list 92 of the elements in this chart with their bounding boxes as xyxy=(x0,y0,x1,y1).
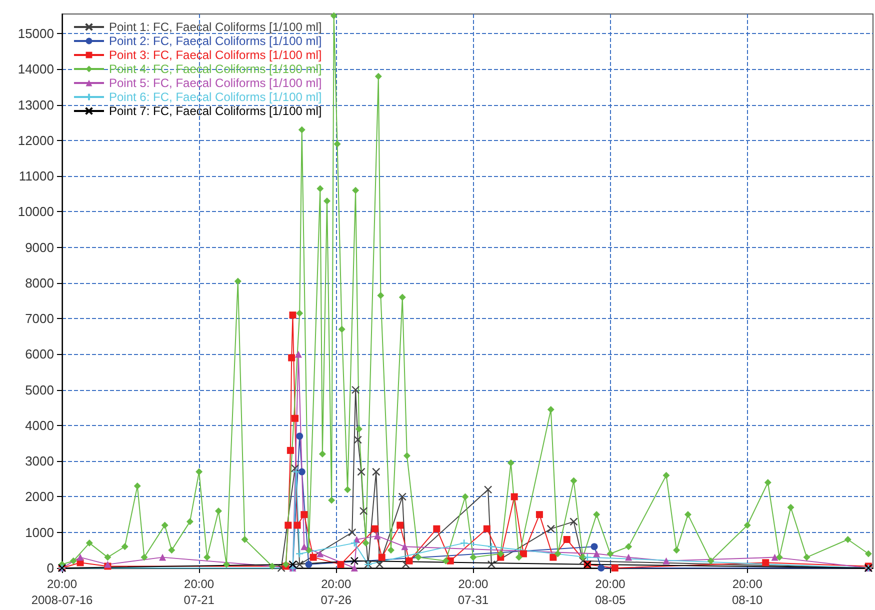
point xyxy=(295,550,304,558)
point xyxy=(406,557,413,564)
point xyxy=(292,468,300,476)
point xyxy=(292,414,299,422)
x-tick-label: 20:00 2008-07-16 xyxy=(31,577,94,607)
point xyxy=(550,554,557,561)
point xyxy=(536,511,543,518)
point xyxy=(483,525,490,532)
point xyxy=(378,554,386,561)
point xyxy=(351,386,360,394)
point xyxy=(520,550,527,558)
point xyxy=(76,554,84,561)
point xyxy=(396,522,404,529)
point xyxy=(487,560,496,569)
point xyxy=(484,486,492,494)
point xyxy=(350,538,359,548)
y-tick-label: 7000 xyxy=(25,311,54,326)
point xyxy=(359,506,368,516)
x-tick-label: 20:00 07-21 xyxy=(184,577,215,607)
legend-label: Point 1: FC, Faecal Coliforms [1/100 ml] xyxy=(109,20,322,34)
point xyxy=(159,554,166,561)
y-tick-label: 6000 xyxy=(25,346,54,362)
point xyxy=(510,493,518,500)
y-tick-label: 0 xyxy=(46,560,54,576)
point xyxy=(583,553,592,562)
y-tick-label: 2000 xyxy=(25,489,54,504)
y-tick-label: 5000 xyxy=(25,382,54,398)
point xyxy=(762,559,770,566)
point xyxy=(305,560,312,568)
point xyxy=(563,536,570,543)
point xyxy=(310,554,317,561)
point xyxy=(375,560,384,569)
point xyxy=(348,528,356,536)
point xyxy=(354,436,362,444)
point xyxy=(598,564,605,572)
legend-label: Point 3: FC, Faecal Coliforms [1/100 ml] xyxy=(109,48,322,62)
x-tick-label: 20:00 08-10 xyxy=(732,577,764,607)
point xyxy=(372,468,380,476)
legend-label: Point 6: FC, Faecal Coliforms [1/100 ml] xyxy=(109,90,322,104)
point xyxy=(290,464,300,472)
point xyxy=(578,556,587,565)
point xyxy=(337,560,344,568)
y-tick-label: 10000 xyxy=(18,204,54,220)
y-tick-label: 13000 xyxy=(18,97,54,112)
point xyxy=(300,543,308,550)
point xyxy=(294,350,302,358)
point xyxy=(288,560,297,569)
point xyxy=(398,492,406,501)
point xyxy=(487,542,496,551)
point xyxy=(295,560,304,569)
point xyxy=(460,538,468,548)
legend-label: Point 5: FC, Faecal Coliforms [1/100 ml] xyxy=(109,76,322,90)
x-tick-label: 20:00 08-05 xyxy=(594,577,626,607)
y-tick-label: 9000 xyxy=(25,240,54,255)
point xyxy=(662,557,670,564)
point xyxy=(289,312,296,319)
point xyxy=(401,543,408,550)
point xyxy=(771,554,778,561)
x-tick-label: 20:00 07-26 xyxy=(320,577,352,607)
point xyxy=(590,543,598,550)
point xyxy=(433,525,440,532)
point xyxy=(277,564,286,572)
point xyxy=(593,550,600,558)
x-tick-label: 20:00 07-31 xyxy=(458,577,489,607)
point xyxy=(288,354,296,362)
y-tick-label: 11000 xyxy=(18,168,54,184)
point xyxy=(371,525,378,532)
point xyxy=(546,524,555,533)
point xyxy=(625,554,632,561)
point xyxy=(300,511,308,518)
point xyxy=(402,560,410,569)
legend-label: Point 7: FC, Faecal Coliforms [1/100 ml] xyxy=(109,104,322,118)
y-tick-label: 4000 xyxy=(25,418,54,433)
point xyxy=(350,564,358,572)
point xyxy=(374,532,381,540)
point xyxy=(316,550,324,558)
y-tick-label: 12000 xyxy=(18,132,54,148)
point xyxy=(350,556,359,565)
point xyxy=(570,518,578,526)
point xyxy=(286,446,294,454)
y-tick-label: 8000 xyxy=(25,275,54,290)
legend-label: Point 2: FC, Faecal Coliforms [1/100 ml] xyxy=(109,34,322,48)
y-tick-label: 14000 xyxy=(18,62,54,77)
point xyxy=(611,564,618,572)
y-tick-label: 1000 xyxy=(25,524,54,540)
point xyxy=(357,468,366,476)
point xyxy=(294,522,301,529)
point xyxy=(298,468,306,476)
y-tick-label: 3000 xyxy=(25,454,54,469)
point xyxy=(296,432,304,440)
y-tick-label: 15000 xyxy=(18,26,54,42)
point xyxy=(284,522,292,529)
